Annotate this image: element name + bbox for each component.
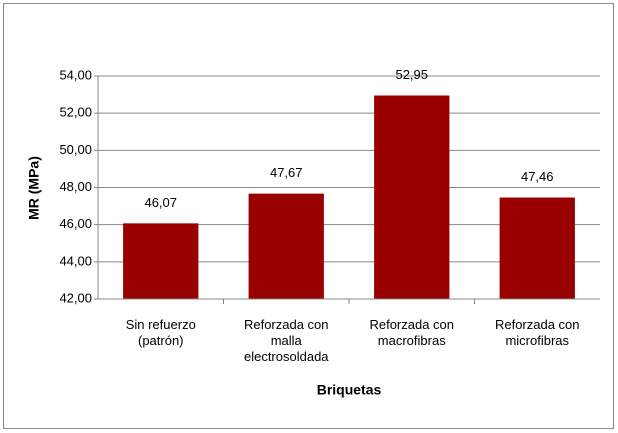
x-tick-label: Sin refuerzo (patrón): [125, 317, 196, 348]
y-tick-label: 54,00: [59, 67, 92, 82]
x-tick-label: Reforzada con macrofibras: [369, 317, 455, 348]
y-tick-label: 50,00: [59, 142, 92, 157]
x-axis-title: Briquetas: [317, 382, 382, 398]
x-tick-label: Reforzada con microfibras: [494, 317, 580, 348]
bar: [123, 223, 199, 299]
bar: [248, 193, 324, 299]
y-axis-title: MR (MPa): [26, 156, 42, 220]
value-label: 47,46: [521, 169, 554, 184]
value-label: 47,67: [270, 165, 303, 180]
y-tick-label: 48,00: [59, 179, 92, 194]
value-label: 52,95: [395, 67, 428, 82]
y-tick-label: 42,00: [59, 290, 92, 305]
x-tick-label: Reforzada con malla electrosoldada: [243, 317, 329, 364]
y-tick-label: 44,00: [59, 253, 92, 268]
y-tick-label: 52,00: [59, 105, 92, 120]
y-tick-label: 46,00: [59, 216, 92, 231]
bar: [374, 95, 450, 299]
value-label: 46,07: [144, 195, 177, 210]
bar: [499, 197, 575, 299]
